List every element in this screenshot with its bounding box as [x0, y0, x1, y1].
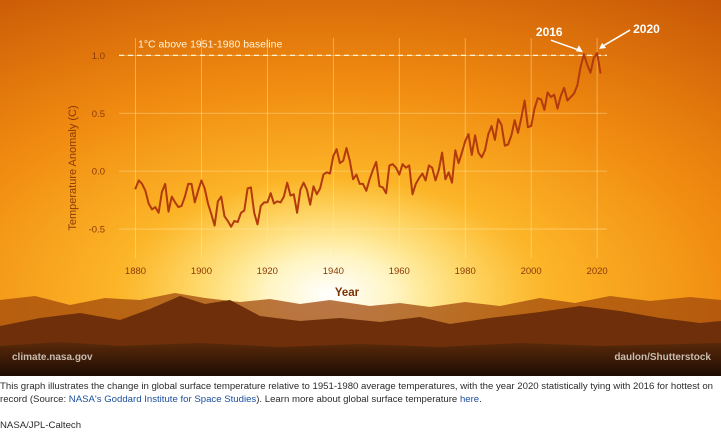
- y-tick-label: 0.5: [92, 109, 105, 120]
- x-axis-label: Year: [335, 287, 360, 299]
- annotation-2016-arrow: [550, 39, 583, 52]
- annotation-2020-arrowhead: [599, 43, 607, 50]
- annotation-2020-arrow: [600, 29, 631, 48]
- caption-text-2: ). Learn more about global surface tempe…: [256, 393, 460, 405]
- y-axis-label: Temperature Anomaly (C): [67, 105, 79, 230]
- credit-left: climate.nasa.gov: [12, 352, 93, 363]
- y-axis-ticks: -0.5 0.0 0.5 1.0: [89, 51, 105, 236]
- caption-text: This graph illustrates the change in glo…: [0, 381, 714, 405]
- annotation-2020: 2020: [633, 22, 660, 36]
- baseline-label: 1°C above 1951-1980 baseline: [138, 38, 282, 50]
- source-link[interactable]: NASA's Goddard Institute for Space Studi…: [68, 393, 257, 405]
- temperature-anomaly-line: [134, 52, 602, 228]
- x-tick-label: 1920: [257, 266, 278, 277]
- caption-text-3: .: [479, 393, 482, 405]
- x-tick-label: 1960: [389, 266, 410, 277]
- x-tick-label: 1880: [125, 266, 146, 277]
- y-tick-label: 0.0: [92, 167, 105, 178]
- y-tick-label: 1.0: [92, 51, 105, 62]
- temperature-chart: 1°C above 1951-1980 baseline -0.5 0.0 0.5 1…: [0, 0, 721, 376]
- annotation-2016: 2016: [536, 25, 563, 39]
- x-tick-label: 2000: [521, 266, 542, 277]
- figure-caption: This graph illustrates the change in glo…: [0, 381, 716, 406]
- x-axis-ticks: 1880 1900 1920 1940 1960 1980 2000 2020: [125, 266, 608, 277]
- learn-more-link[interactable]: here: [459, 393, 480, 405]
- image-credit: NASA/JPL-Caltech: [0, 420, 82, 431]
- annotation-2016-arrowhead: [575, 45, 583, 53]
- chart-figure: 1°C above 1951-1980 baseline -0.5 0.0 0.5 1…: [0, 0, 721, 376]
- credit-right: daulon/Shutterstock: [614, 352, 711, 363]
- x-tick-label: 1900: [191, 266, 212, 277]
- x-tick-label: 1940: [323, 266, 344, 277]
- x-tick-label: 2020: [587, 266, 608, 277]
- x-tick-label: 1980: [455, 266, 476, 277]
- annotations: 2016 2020: [536, 22, 660, 53]
- y-tick-label: -0.5: [89, 225, 105, 236]
